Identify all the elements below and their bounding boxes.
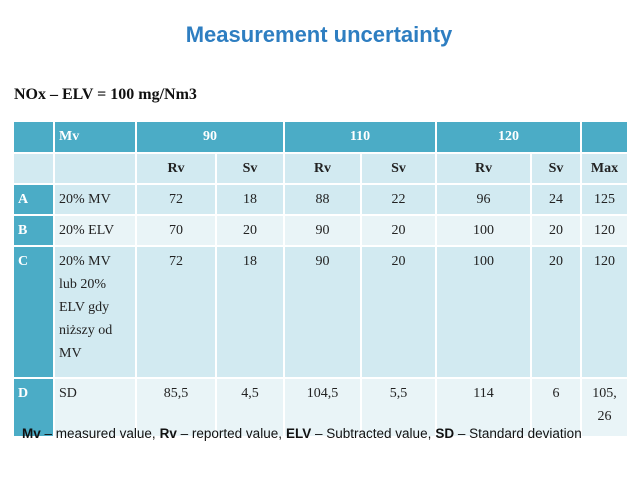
table-cell: 20% MV lub 20% ELV gdy niższy od MV xyxy=(53,245,137,379)
table-cell: 90 xyxy=(283,214,362,247)
subheader-cell: Sv xyxy=(215,152,285,185)
header-cell xyxy=(53,152,137,185)
table-cell: 70 xyxy=(135,214,217,247)
header-row: Mv 90 110 120 xyxy=(12,120,630,154)
table-cell: 72 xyxy=(135,245,217,379)
table-cell: 20 xyxy=(359,245,438,379)
subheader-row: Rv Sv Rv Sv Rv Sv Max xyxy=(12,152,630,185)
table-cell: 20 xyxy=(215,214,285,247)
table-cell: 72 xyxy=(135,183,217,216)
legend-desc: – reported value, xyxy=(180,426,282,441)
legend-term: Mv xyxy=(22,426,41,441)
subheader-cell: Sv xyxy=(530,152,583,185)
legend-desc: – Standard deviation xyxy=(457,426,582,441)
table-cell: 96 xyxy=(435,183,533,216)
subheader-cell: Rv xyxy=(135,152,217,185)
table-row: D SD 85,5 4,5 104,5 5,5 114 6 105, 26 xyxy=(12,377,630,438)
group-header: 90 xyxy=(135,120,285,154)
legend-desc: – measured value, xyxy=(44,426,156,441)
table-cell: 24 xyxy=(530,183,583,216)
footer: Mv – measured value, Rv – reported value,… xyxy=(22,426,586,441)
title: Measurement uncertainty xyxy=(185,22,453,47)
table-cell: 5,5 xyxy=(359,377,438,438)
table-cell: 114 xyxy=(435,377,533,438)
table-cell: 20 xyxy=(530,245,583,379)
legend-term: ELV xyxy=(285,426,312,441)
table-cell: 18 xyxy=(215,183,285,216)
legend-item: Mv – measured value, xyxy=(22,426,156,441)
subheader-cell: Rv xyxy=(435,152,533,185)
table-row: C 20% MV lub 20% ELV gdy niższy od MV 72 18… xyxy=(12,245,630,379)
table-cell: 4,5 xyxy=(215,377,285,438)
table-cell: 120 xyxy=(580,245,630,379)
header-cell xyxy=(12,120,55,154)
legend-desc: – Subtracted value, xyxy=(315,426,432,441)
table-cell: D xyxy=(12,377,55,438)
group-header: 110 xyxy=(282,120,438,154)
table-cell: 125 xyxy=(580,183,630,216)
table-cell: 20% ELV xyxy=(53,214,137,247)
table-cell: 100 xyxy=(435,214,533,247)
legend-item: Rv – reported value, xyxy=(160,426,282,441)
header-cell: Mv xyxy=(53,120,137,154)
table-cell: 22 xyxy=(359,183,438,216)
header-cell xyxy=(12,152,55,185)
subheader-cell: Rv xyxy=(283,152,362,185)
subtitle: NOx – ELV = 100 mg/Nm3 xyxy=(14,86,197,103)
table: Mv 90 110 120 Rv Sv Rv Sv Rv Sv Max A 20% MV 72 18 88 22… xyxy=(12,120,630,438)
legend-term: Rv xyxy=(159,426,177,441)
table-cell: A xyxy=(12,183,55,216)
table-cell: 20 xyxy=(530,214,583,247)
subheader-cell: Max xyxy=(580,152,630,185)
table-cell: 105, 26 xyxy=(580,377,630,438)
table-cell: SD xyxy=(53,377,137,438)
table-cell: 6 xyxy=(530,377,583,438)
table-cell: 85,5 xyxy=(135,377,217,438)
table-cell: B xyxy=(12,214,55,247)
table-cell: 104,5 xyxy=(283,377,362,438)
legend-item: ELV – Subtracted value, xyxy=(286,426,431,441)
table-cell: 90 xyxy=(283,245,362,379)
table-row: B 20% ELV 70 20 90 20 100 20 120 xyxy=(12,214,630,247)
header-cell xyxy=(580,120,630,154)
subheader-cell: Sv xyxy=(359,152,438,185)
table-cell: 20 xyxy=(359,214,438,247)
table-cell: 120 xyxy=(580,214,630,247)
table-cell: 100 xyxy=(435,245,533,379)
legend-term: SD xyxy=(435,426,455,441)
table-cell: 18 xyxy=(215,245,285,379)
group-header: 120 xyxy=(435,120,583,154)
table-row: A 20% MV 72 18 88 22 96 24 125 xyxy=(12,183,630,216)
table-cell: C xyxy=(12,245,55,379)
legend-item: SD – Standard deviation xyxy=(435,426,581,441)
table-cell: 20% MV xyxy=(53,183,137,216)
table-cell: 88 xyxy=(283,183,362,216)
